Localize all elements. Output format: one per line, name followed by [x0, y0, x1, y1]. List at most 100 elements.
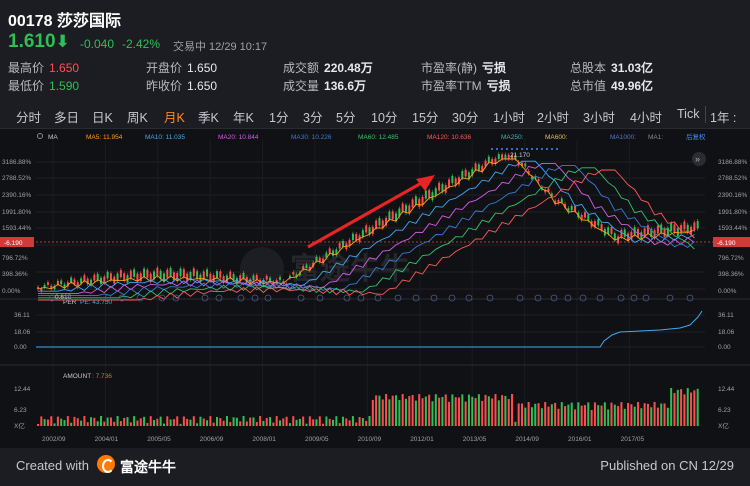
low-label: 0.610	[55, 294, 72, 301]
candle-body	[222, 276, 225, 283]
amount-bar	[597, 405, 600, 426]
ma-line	[37, 158, 695, 290]
price-axis-right: 3186.88%	[718, 159, 747, 166]
candle-body	[332, 250, 335, 256]
candle-body	[467, 172, 470, 180]
amount-bar	[627, 402, 630, 426]
tab-13[interactable]: 1小时	[493, 111, 525, 125]
candle-body	[507, 154, 510, 159]
amount-bar	[229, 422, 232, 426]
amount-bar	[617, 406, 620, 426]
candle-body	[484, 160, 487, 167]
amount-bar	[272, 422, 275, 426]
candle-body	[686, 224, 689, 233]
tab-14[interactable]: 2小时	[537, 111, 569, 125]
amount-bar	[491, 398, 494, 426]
tab-0[interactable]: 分时	[16, 111, 42, 125]
amount-bar	[119, 421, 122, 426]
amount-bar	[139, 418, 142, 426]
candle-body	[106, 271, 109, 279]
candle-body	[212, 275, 215, 283]
amount-bar	[646, 403, 649, 426]
tab-17[interactable]: Tick	[677, 107, 700, 121]
price-axis-right: 2390.16%	[718, 192, 747, 199]
amount-bar	[424, 396, 427, 426]
amount-bar	[371, 399, 374, 426]
tab-10[interactable]: 10分	[371, 111, 398, 125]
candle-body	[216, 271, 219, 278]
tab-8[interactable]: 3分	[303, 111, 323, 125]
amount-bar	[547, 406, 550, 426]
amount-bar	[76, 418, 79, 426]
ma-legend-item: MA5: 11.954	[86, 134, 123, 141]
candle-body	[66, 282, 69, 287]
amount-bar	[50, 416, 53, 426]
stat-label: 最高价	[8, 61, 45, 75]
tab-4[interactable]: 月K	[164, 111, 185, 125]
candle-body	[504, 154, 507, 159]
candle-body	[192, 268, 195, 276]
candle-body	[441, 184, 444, 192]
tab-7[interactable]: 1分	[269, 111, 289, 125]
event-dot	[491, 148, 493, 150]
stat-item: 总股本 31.03亿	[570, 59, 653, 76]
dividend-marker-icon	[642, 294, 650, 302]
dividend-marker-icon	[394, 294, 402, 302]
candle-body	[607, 227, 610, 234]
candle-body	[308, 266, 311, 271]
amount-bar	[557, 408, 560, 426]
dividend-marker-icon	[48, 294, 56, 302]
candle-body	[534, 176, 537, 179]
amount-bar	[467, 394, 470, 426]
tab-12[interactable]: 30分	[452, 111, 479, 125]
tab-11[interactable]: 15分	[412, 111, 439, 125]
amount-bar	[126, 417, 129, 426]
candle-body	[537, 179, 540, 182]
tab-5[interactable]: 季K	[198, 111, 219, 125]
tab-6[interactable]: 年K	[233, 111, 254, 125]
amount-bar	[186, 418, 189, 426]
amount-bar	[656, 407, 659, 426]
candle-body	[302, 265, 305, 270]
candle-body	[109, 273, 112, 281]
tab-9[interactable]: 5分	[336, 111, 356, 125]
amount-bar	[116, 416, 119, 426]
dividend-marker-icon	[465, 294, 473, 302]
stat-label: 市盈率(静)	[421, 61, 477, 75]
amount-bar	[209, 416, 212, 426]
amount-bar	[192, 416, 195, 426]
candle-body	[322, 258, 325, 263]
kline-chart[interactable]: MA MA5: 11.954 MA10: 11.035 MA20: 10.844 MA3…	[0, 129, 750, 449]
amount-bar	[623, 408, 626, 426]
tab-16[interactable]: 4小时	[630, 111, 662, 125]
amount-bar	[511, 394, 514, 426]
tab-2[interactable]: 日K	[92, 111, 113, 125]
gear-icon	[37, 133, 43, 139]
candle-body	[262, 279, 265, 284]
candle-body	[676, 228, 679, 236]
tab-15[interactable]: 3小时	[583, 111, 615, 125]
tab-18[interactable]: 1年 :	[710, 111, 737, 125]
amount-bar	[312, 419, 315, 426]
candle-body	[474, 163, 477, 170]
amount-bar	[497, 400, 500, 426]
amount-bar	[153, 419, 156, 426]
amount-bar	[540, 408, 543, 426]
amount-bar	[418, 394, 421, 426]
amount-legend-item: AMOUNT	[63, 373, 91, 380]
amount-bar	[554, 402, 557, 426]
amount-bar	[235, 417, 238, 426]
candle-body	[610, 227, 613, 234]
amount-bar	[653, 402, 656, 426]
tab-1[interactable]: 多日	[54, 111, 80, 125]
amount-bar	[136, 420, 139, 426]
candle-body	[202, 271, 205, 279]
tab-3[interactable]: 周K	[127, 111, 148, 125]
amount-bar	[275, 416, 278, 426]
dividend-marker-icon	[172, 294, 180, 302]
candle-body	[365, 225, 368, 233]
candle-body	[434, 188, 437, 197]
amount-bar	[282, 418, 285, 426]
amount-bar	[544, 402, 547, 426]
candle-body	[209, 273, 212, 281]
